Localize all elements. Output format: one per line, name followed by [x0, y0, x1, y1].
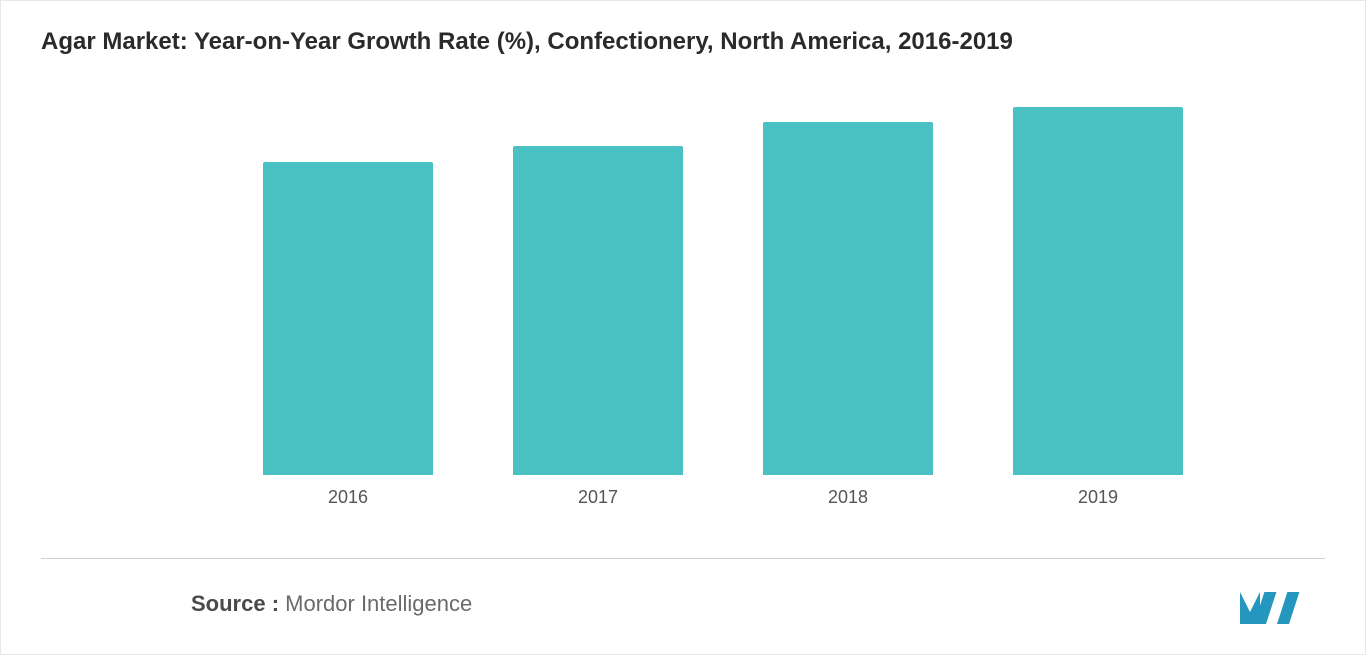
bar-category-label: 2018: [828, 487, 868, 508]
chart-container: Agar Market: Year-on-Year Growth Rate (%…: [1, 1, 1365, 654]
source-value: Mordor Intelligence: [279, 591, 472, 616]
bar: [513, 146, 683, 475]
bar: [263, 162, 433, 475]
bar: [1013, 107, 1183, 475]
footer-divider: [41, 558, 1325, 559]
chart-title: Agar Market: Year-on-Year Growth Rate (%…: [41, 26, 1325, 57]
mordor-logo-icon: [1237, 584, 1315, 624]
bar: [763, 122, 933, 475]
bar-category-label: 2016: [328, 487, 368, 508]
plot-area: 2016 2017 2018 2019: [41, 107, 1325, 508]
bar-group: 2017: [513, 107, 683, 508]
bar-group: 2016: [263, 107, 433, 508]
bar-category-label: 2017: [578, 487, 618, 508]
source-attribution: Source : Mordor Intelligence: [191, 591, 472, 617]
bar-category-label: 2019: [1078, 487, 1118, 508]
bar-group: 2019: [1013, 107, 1183, 508]
footer-row: Source : Mordor Intelligence: [41, 584, 1325, 624]
bar-group: 2018: [763, 107, 933, 508]
source-label: Source :: [191, 591, 279, 616]
